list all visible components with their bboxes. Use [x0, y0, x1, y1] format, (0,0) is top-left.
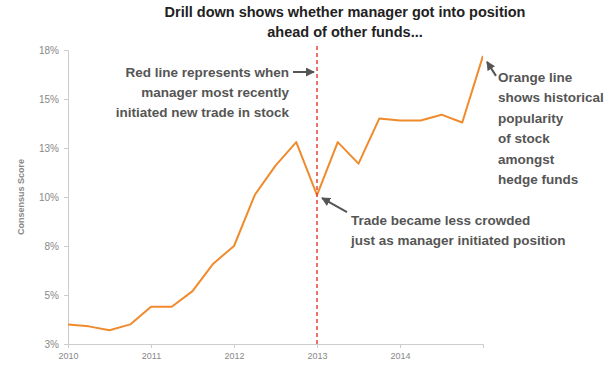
- y-tick: 13%: [39, 143, 68, 154]
- y-tick-label: 13%: [39, 143, 59, 154]
- annotation-text: shows historical: [498, 90, 604, 105]
- x-axis: 2010 2011 2012 2013 2014: [58, 344, 483, 361]
- x-tick-mark: [317, 344, 318, 348]
- y-tick-label: 8%: [45, 241, 60, 252]
- annotation-text: hedge funds: [498, 172, 578, 187]
- y-tick-mark: [64, 148, 68, 149]
- x-tick: 2011: [142, 344, 161, 361]
- x-tick: 2014: [390, 344, 410, 361]
- annotation-text: Orange line: [498, 70, 573, 85]
- y-tick-label: 10%: [39, 192, 59, 203]
- x-tick: 2013: [307, 344, 327, 361]
- x-tick-label: 2013: [307, 351, 327, 361]
- x-tick: 2010: [58, 344, 78, 361]
- x-axis-line: [69, 345, 484, 349]
- x-tick-label: 2012: [224, 351, 244, 361]
- reference-line: [316, 46, 318, 344]
- chart: Drill down shows whether manager got int…: [0, 0, 612, 382]
- title: Drill down shows whether manager got int…: [165, 4, 526, 20]
- annotation-text: Red line represents when: [125, 65, 289, 80]
- x-tick-mark: [234, 344, 235, 348]
- annotation-text: initiated new trade in stock: [116, 105, 290, 120]
- x-tick-label: 2014: [390, 351, 410, 361]
- y-tick-label: 15%: [39, 94, 59, 105]
- x-tick: 2012: [224, 344, 244, 361]
- annotations: Red line represents when manager most rec…: [116, 46, 604, 344]
- y-tick: 5%: [45, 290, 68, 301]
- x-tick-mark: [151, 344, 152, 348]
- annotation-text: Trade became less crowded: [351, 213, 530, 228]
- annotation-text: of stock: [498, 131, 550, 146]
- title: ahead of other funds...: [267, 24, 422, 40]
- y-tick-mark: [64, 344, 68, 345]
- y-axis-title: Consensus Score: [16, 159, 26, 235]
- y-tick-mark: [64, 50, 68, 51]
- annotation-arrow: [322, 198, 347, 212]
- x-tick-label: 2011: [142, 351, 161, 361]
- x-tick-mark: [68, 344, 69, 348]
- data-line: [68, 56, 483, 330]
- y-tick-mark: [64, 246, 68, 247]
- x-tick-label: 2010: [58, 351, 78, 361]
- plot-area: [68, 56, 483, 330]
- x-tick-mark: [400, 344, 401, 348]
- y-tick-label: 18%: [39, 45, 59, 56]
- y-tick-label: 3%: [45, 339, 60, 350]
- y-tick-label: 5%: [45, 290, 60, 301]
- y-axis: 3% 5% 8% 10% 13% 15% 18%: [39, 45, 69, 350]
- annotation-text: popularity: [498, 111, 564, 126]
- y-tick: 3%: [45, 339, 68, 350]
- y-tick-mark: [64, 295, 68, 296]
- y-tick: 15%: [39, 94, 68, 105]
- annotation-arrow: [487, 62, 496, 76]
- y-tick: 10%: [39, 192, 68, 203]
- y-tick: 8%: [45, 241, 68, 252]
- y-axis-line: [64, 51, 69, 345]
- annotation-text: just as manager initiated position: [350, 233, 566, 248]
- y-tick-mark: [64, 197, 68, 198]
- y-tick-mark: [64, 99, 68, 100]
- y-tick: 18%: [39, 45, 68, 56]
- annotation-text: amongst: [498, 152, 555, 167]
- annotation-arrow: [293, 71, 314, 73]
- annotation-text: manager most recently: [141, 85, 289, 100]
